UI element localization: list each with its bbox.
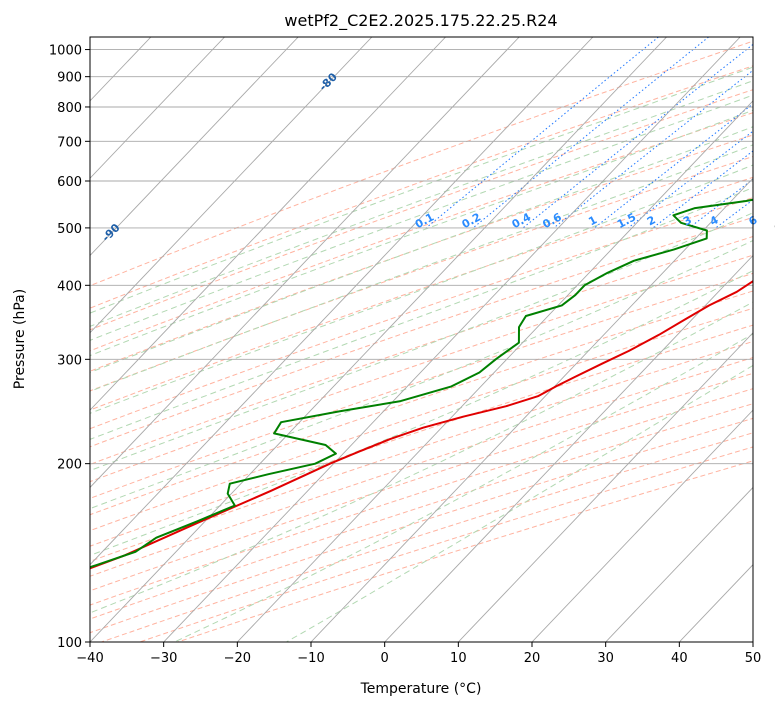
x-tick-label: 40 xyxy=(671,651,688,666)
isotherm-label: 0 xyxy=(772,220,775,235)
isotherm-line xyxy=(531,409,753,642)
dry-adiabat-line xyxy=(90,324,753,547)
grid-layer xyxy=(0,37,775,642)
isotherm-line xyxy=(310,177,753,642)
moist-adiabat-line xyxy=(90,109,753,357)
y-tick-label: 900 xyxy=(57,71,82,86)
isotherm-line xyxy=(90,37,520,489)
dewpoint-profile-line xyxy=(90,198,753,569)
dry-adiabat-line xyxy=(90,307,753,532)
moist-adiabat-line xyxy=(90,240,753,510)
dry-adiabat-line xyxy=(90,272,753,499)
mixing-ratio-line xyxy=(688,178,753,229)
dry-adiabat-line xyxy=(90,216,753,448)
y-tick-label: 500 xyxy=(57,222,82,237)
x-tick-label: 50 xyxy=(745,651,762,666)
dry-adiabat-line xyxy=(90,65,753,309)
moist-adiabat-line xyxy=(286,364,753,642)
dry-adiabat-line xyxy=(90,235,753,465)
isotherm-line xyxy=(90,37,667,642)
profile-layer xyxy=(90,198,753,570)
moist-adiabat-line xyxy=(90,212,753,472)
moist-adiabat-line xyxy=(90,94,753,341)
moist-adiabat-line xyxy=(90,126,753,373)
isotherm-line xyxy=(163,37,741,642)
x-tick-label: 0 xyxy=(381,651,389,666)
isotherm-line xyxy=(384,254,753,642)
y-axis-title: Pressure (hPa) xyxy=(12,289,28,389)
dry-adiabat-line xyxy=(90,89,753,331)
dry-adiabat-line xyxy=(90,357,753,577)
y-tick-label: 400 xyxy=(57,279,82,294)
isotherm-line xyxy=(90,37,446,411)
mixing-ratio-line xyxy=(522,43,753,229)
dry-adiabat-line xyxy=(90,40,753,287)
x-axis-title: Temperature (°C) xyxy=(360,681,482,697)
moist-adiabat-line xyxy=(90,301,753,614)
x-tick-label: 20 xyxy=(524,651,541,666)
plot-background xyxy=(90,37,753,642)
plot-frame xyxy=(89,36,754,643)
dry-adiabat-line xyxy=(90,340,753,562)
x-tick-label: −30 xyxy=(150,651,177,666)
isotherm-line xyxy=(752,641,753,642)
y-tick-label: 300 xyxy=(57,353,82,368)
mixing-ratio-line xyxy=(425,37,659,229)
moist-adiabat-line xyxy=(90,66,753,314)
isotherm-line xyxy=(605,486,753,642)
y-axis: 100 200 300 400 500 600 700 800 900 1000 xyxy=(49,44,90,651)
isotherm-line xyxy=(0,37,4,642)
x-tick-label: 30 xyxy=(597,651,614,666)
mixing-ratio-line xyxy=(594,103,753,229)
dry-adiabat-line xyxy=(90,388,753,606)
temperature-profile-line xyxy=(90,280,753,570)
y-tick-label: 200 xyxy=(57,458,82,473)
isotherm-line xyxy=(236,100,753,642)
mixing-ratio-line xyxy=(755,37,775,228)
x-tick-label: 10 xyxy=(450,651,467,666)
moist-adiabat-line xyxy=(174,333,753,642)
dry-adiabat-line xyxy=(90,176,753,411)
dry-adiabat-line xyxy=(90,134,753,372)
y-tick-label: 1000 xyxy=(49,44,82,59)
dry-adiabat-line xyxy=(90,372,753,592)
x-tick-label: −40 xyxy=(76,651,103,666)
y-tick-label: 700 xyxy=(57,135,82,150)
isotherm-line xyxy=(457,332,753,642)
isotherm-line xyxy=(90,37,299,257)
dry-adiabat-line xyxy=(90,290,753,516)
mixing-ratio-line xyxy=(472,37,709,229)
x-axis: −40 −30 −20 −10 0 10 20 30 40 50 xyxy=(76,642,761,666)
isotherm-line xyxy=(90,37,373,334)
x-tick-label: −10 xyxy=(297,651,324,666)
chart-title: wetPf2_C2E2.2025.175.22.25.R24 xyxy=(284,11,557,31)
y-tick-label: 100 xyxy=(57,636,82,651)
y-tick-label: 800 xyxy=(57,101,82,116)
isotherm-line xyxy=(90,37,594,566)
y-tick-label: 600 xyxy=(57,175,82,190)
x-tick-label: −20 xyxy=(224,651,251,666)
isotherm-line xyxy=(90,37,225,179)
